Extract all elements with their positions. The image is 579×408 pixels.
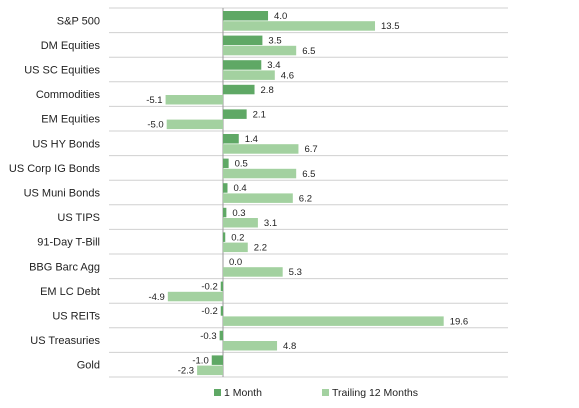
value-label: 0.5 (235, 159, 248, 170)
value-label: 0.4 (234, 183, 247, 194)
value-label: 6.5 (302, 169, 315, 180)
value-label: 3.4 (267, 60, 280, 71)
value-label: 0.3 (232, 208, 245, 219)
bar-trailing-12-months (223, 21, 376, 31)
bar-trailing-12-months (223, 45, 297, 56)
bar-1-month (223, 134, 239, 144)
bar-trailing-12-months (223, 341, 278, 351)
value-label: -1.0 (192, 355, 208, 366)
category-label: EM Equities (41, 114, 100, 126)
value-label: -4.9 (148, 292, 164, 303)
value-label: 0.2 (231, 232, 244, 243)
bar-trailing-12-months (223, 267, 283, 277)
legend: 1 Month Trailing 12 Months (214, 387, 418, 399)
bar-trailing-12-months (223, 316, 444, 326)
bar-trailing-12-months (223, 242, 248, 253)
value-label: 6.5 (302, 46, 315, 57)
bar-1-month (223, 84, 255, 95)
value-label: -0.3 (200, 331, 216, 342)
legend-swatch (322, 389, 329, 396)
category-label: Commodities (36, 89, 101, 101)
bar-trailing-12-months (166, 119, 223, 130)
bar-1-month (223, 60, 262, 70)
value-label: 19.6 (450, 316, 469, 327)
bar-1-month (223, 109, 247, 119)
category-label: US TIPS (57, 212, 100, 224)
bar-1-month (219, 330, 223, 341)
bar-1-month (223, 207, 227, 218)
bar-trailing-12-months (197, 365, 223, 376)
value-label: -5.0 (147, 120, 163, 131)
category-label: Gold (77, 360, 100, 372)
bar-trailing-12-months (223, 193, 293, 203)
value-label: 13.5 (381, 21, 400, 32)
value-label: -0.2 (201, 282, 217, 293)
bar-1-month (223, 232, 226, 242)
category-label: US SC Equities (24, 65, 100, 77)
bar-1-month (223, 11, 269, 21)
value-label: -2.3 (178, 366, 194, 377)
value-labels: 4.0 13.5 3.5 6.5 3.44.6 2.8 -5.1 2.1 -5.0 1.4 6.7 0… (146, 11, 468, 377)
category-label: 91-Day T-Bill (37, 237, 100, 249)
bar-1-month (223, 35, 263, 46)
value-label: 3.1 (264, 218, 277, 229)
value-label: 1.4 (245, 134, 258, 145)
bars (165, 11, 444, 376)
bar-1-month (211, 355, 223, 365)
category-label: US Corp IG Bonds (9, 163, 101, 175)
legend-swatch (214, 389, 221, 396)
category-labels: S&P 500 DM Equities US SC Equities Commodit… (9, 15, 101, 371)
category-label: S&P 500 (57, 15, 100, 27)
category-label: US REITs (52, 311, 100, 323)
legend-label: 1 Month (224, 387, 262, 399)
value-label: 3.5 (268, 36, 281, 47)
bar-1-month (220, 306, 223, 316)
bar-1-month (220, 281, 223, 292)
value-label: 4.0 (274, 11, 287, 22)
value-label: 2.1 (253, 109, 266, 120)
gridlines (109, 7, 508, 378)
value-label: 5.3 (289, 267, 302, 278)
bar-trailing-12-months (223, 168, 297, 179)
category-label: DM Equities (41, 40, 101, 52)
bar-1-month (223, 183, 228, 193)
bar-1-month (223, 158, 229, 169)
category-label: US Treasuries (30, 335, 100, 347)
bar-trailing-12-months (165, 95, 223, 105)
value-label: 4.6 (281, 70, 294, 81)
category-label: US HY Bonds (32, 138, 100, 150)
bar-trailing-12-months (223, 144, 299, 154)
value-label: 6.2 (299, 193, 312, 204)
bar-trailing-12-months (223, 218, 258, 228)
value-label: 2.8 (261, 85, 274, 96)
value-label: 0.0 (229, 257, 242, 268)
value-label: -5.1 (146, 95, 162, 106)
value-label: -0.2 (201, 306, 217, 317)
bar-trailing-12-months (167, 291, 223, 302)
legend-label: Trailing 12 Months (332, 387, 418, 399)
category-label: EM LC Debt (40, 286, 100, 298)
category-label: BBG Barc Agg (29, 261, 100, 273)
bar-trailing-12-months (223, 70, 275, 80)
value-label: 4.8 (283, 341, 296, 352)
value-label: 2.2 (254, 243, 267, 254)
category-label: US Muni Bonds (24, 188, 101, 200)
value-label: 6.7 (304, 144, 317, 155)
